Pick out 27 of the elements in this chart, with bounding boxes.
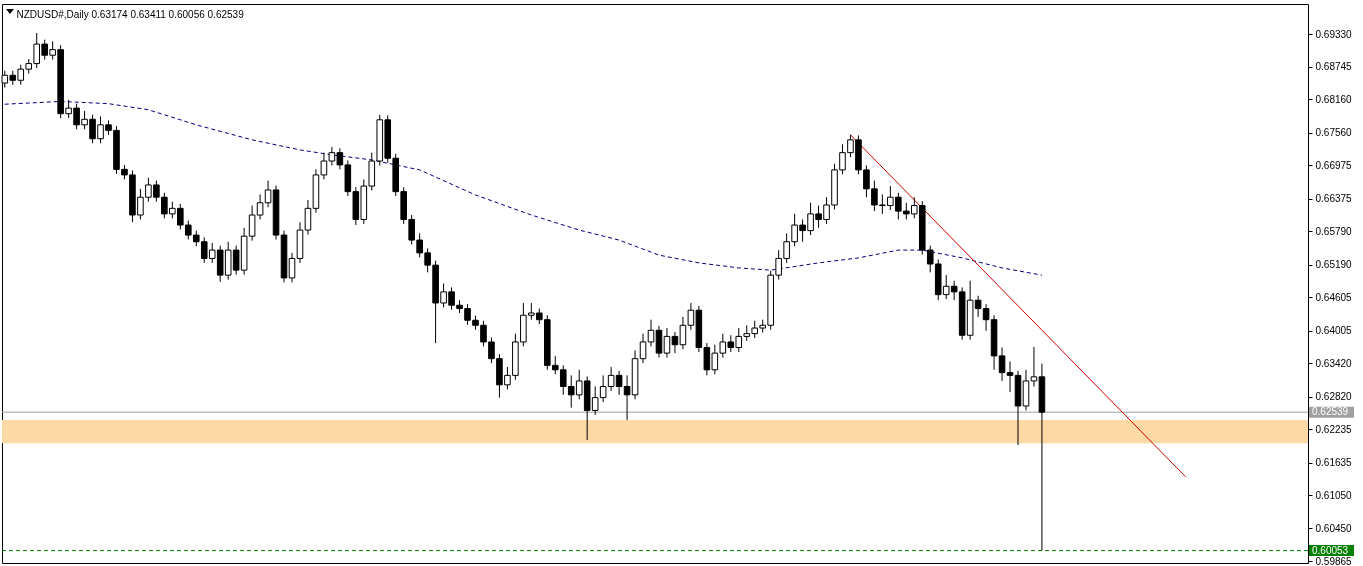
y-tick-label: 0.59865 <box>1315 555 1353 566</box>
y-tick-label: 0.68745 <box>1315 61 1353 73</box>
y-tick-label: 0.66975 <box>1315 159 1353 171</box>
chart-title: NZDUSD#,Daily 0.63174 0.63411 0.60056 0.62539 <box>16 9 245 20</box>
candlestick <box>647 319 655 347</box>
candlestick <box>655 325 663 359</box>
y-tick-label: 0.65790 <box>1315 225 1353 237</box>
y-tick-label: 0.65190 <box>1315 259 1353 271</box>
y-tick-label: 0.64005 <box>1315 325 1353 337</box>
candlestick <box>1006 360 1014 393</box>
line-series <box>4 100 1043 276</box>
y-tick-label: 0.60450 <box>1315 522 1353 534</box>
y-tick-label: 0.62820 <box>1315 391 1353 403</box>
y-tick-label: 0.62235 <box>1315 423 1353 435</box>
y-tick-label: 0.61050 <box>1315 489 1353 501</box>
y-tick-label: 0.67560 <box>1315 127 1353 139</box>
y-tick-label: 0.68160 <box>1315 93 1353 105</box>
y-tick-label: 0.61635 <box>1315 457 1353 468</box>
y-tick-label: 0.64605 <box>1315 291 1353 303</box>
candlestick <box>288 252 296 283</box>
y-tick-label: 0.63420 <box>1315 357 1353 369</box>
y-tick-label: 0.66375 <box>1315 193 1353 205</box>
ref-line-label: 0.60053 <box>1312 544 1349 556</box>
candlestick <box>663 327 671 359</box>
y-tick-label: 0.69330 <box>1315 28 1353 40</box>
ref-line-label: 0.62539 <box>1312 406 1349 418</box>
candlestick <box>639 333 647 364</box>
